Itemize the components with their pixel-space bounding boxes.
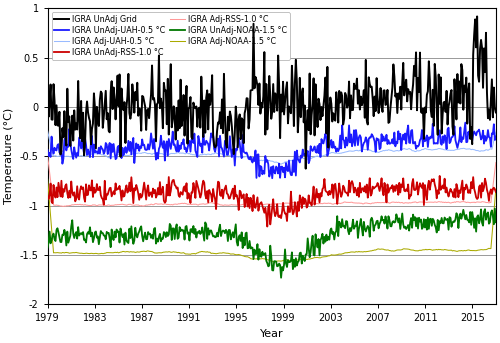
IGRA Adj-UAH-0.5 °C (493, 130, 499, 134)
IGRA UnAdj-UAH-0.5 °C (273, 165, 279, 169)
IGRA UnAdj-NOAA-1.5 °C (492, 206, 498, 211)
IGRA UnAdj Grid (474, 14, 480, 19)
IGRA Adj-UAH-0.5 °C (424, 147, 430, 151)
IGRA Adj-RSS-1.0 °C (266, 202, 272, 206)
IGRA UnAdj-RSS-1.0 °C (436, 174, 442, 178)
IGRA UnAdj-UAH-0.5 °C (424, 133, 430, 138)
IGRA Adj-RSS-1.0 °C (493, 161, 499, 165)
IGRA UnAdj-NOAA-1.5 °C (272, 259, 278, 263)
Line: IGRA UnAdj-RSS-1.0 °C: IGRA UnAdj-RSS-1.0 °C (48, 176, 496, 226)
IGRA Adj-NOAA-1.5 °C (272, 260, 278, 264)
IGRA Adj-RSS-1.0 °C (44, 154, 51, 158)
IGRA UnAdj-RSS-1.0 °C (266, 205, 272, 209)
IGRA Adj-NOAA-1.5 °C (44, 177, 51, 181)
IGRA UnAdj-NOAA-1.5 °C (424, 228, 430, 232)
IGRA Adj-NOAA-1.5 °C (424, 248, 430, 252)
Line: IGRA UnAdj Grid: IGRA UnAdj Grid (48, 16, 496, 169)
IGRA UnAdj-UAH-0.5 °C (281, 166, 287, 170)
IGRA Adj-NOAA-1.5 °C (446, 248, 452, 252)
IGRA Adj-UAH-0.5 °C (446, 148, 452, 152)
IGRA UnAdj-NOAA-1.5 °C (44, 246, 51, 250)
IGRA Adj-RSS-1.0 °C (273, 202, 279, 206)
IGRA UnAdj-UAH-0.5 °C (242, 151, 248, 155)
Line: IGRA UnAdj-NOAA-1.5 °C: IGRA UnAdj-NOAA-1.5 °C (48, 209, 496, 278)
IGRA UnAdj-UAH-0.5 °C (493, 134, 499, 139)
IGRA UnAdj-NOAA-1.5 °C (278, 276, 284, 280)
IGRA Adj-UAH-0.5 °C (242, 155, 248, 159)
IGRA Adj-RSS-1.0 °C (446, 201, 452, 205)
IGRA UnAdj-UAH-0.5 °C (462, 120, 468, 125)
Legend: IGRA UnAdj Grid, IGRA UnAdj-UAH-0.5 °C, IGRA Adj-UAH-0.5 °C, IGRA UnAdj-RSS-1.0 : IGRA UnAdj Grid, IGRA UnAdj-UAH-0.5 °C, … (52, 12, 290, 60)
IGRA UnAdj-NOAA-1.5 °C (493, 220, 499, 224)
IGRA Adj-UAH-0.5 °C (278, 162, 284, 166)
IGRA UnAdj-UAH-0.5 °C (446, 141, 452, 145)
IGRA UnAdj-UAH-0.5 °C (264, 158, 270, 162)
IGRA Adj-RSS-1.0 °C (60, 204, 66, 209)
IGRA UnAdj Grid (264, 127, 270, 131)
IGRA UnAdj-NOAA-1.5 °C (281, 263, 287, 267)
IGRA UnAdj-RSS-1.0 °C (264, 224, 270, 228)
IGRA Adj-NOAA-1.5 °C (242, 255, 248, 259)
IGRA UnAdj Grid (44, 102, 51, 106)
IGRA Adj-UAH-0.5 °C (281, 161, 287, 165)
IGRA UnAdj Grid (446, 99, 452, 104)
IGRA Adj-RSS-1.0 °C (242, 202, 248, 206)
Line: IGRA UnAdj-UAH-0.5 °C: IGRA UnAdj-UAH-0.5 °C (48, 122, 496, 178)
IGRA UnAdj-RSS-1.0 °C (44, 194, 51, 198)
IGRA Adj-NOAA-1.5 °C (264, 258, 270, 262)
IGRA Adj-NOAA-1.5 °C (281, 258, 287, 262)
IGRA UnAdj Grid (424, 93, 430, 97)
Line: IGRA Adj-UAH-0.5 °C: IGRA Adj-UAH-0.5 °C (48, 131, 496, 164)
IGRA UnAdj-RSS-1.0 °C (493, 190, 499, 194)
IGRA UnAdj Grid (242, 111, 248, 115)
Line: IGRA Adj-RSS-1.0 °C: IGRA Adj-RSS-1.0 °C (48, 156, 496, 206)
Line: IGRA Adj-NOAA-1.5 °C: IGRA Adj-NOAA-1.5 °C (48, 179, 496, 262)
Y-axis label: Temperature (°C): Temperature (°C) (4, 108, 14, 204)
IGRA UnAdj-NOAA-1.5 °C (446, 215, 452, 219)
IGRA UnAdj-UAH-0.5 °C (44, 148, 51, 152)
IGRA UnAdj Grid (493, 110, 499, 115)
IGRA UnAdj-RSS-1.0 °C (273, 211, 279, 215)
IGRA UnAdj-NOAA-1.5 °C (242, 243, 248, 247)
IGRA Adj-RSS-1.0 °C (281, 201, 287, 205)
IGRA Adj-UAH-0.5 °C (264, 158, 270, 162)
IGRA UnAdj-RSS-1.0 °C (448, 187, 454, 191)
IGRA Adj-NOAA-1.5 °C (273, 259, 279, 263)
IGRA UnAdj-RSS-1.0 °C (281, 208, 287, 212)
IGRA UnAdj Grid (280, 80, 286, 84)
IGRA Adj-RSS-1.0 °C (424, 201, 430, 205)
IGRA UnAdj-UAH-0.5 °C (269, 176, 275, 180)
IGRA UnAdj-RSS-1.0 °C (242, 205, 248, 209)
IGRA UnAdj-RSS-1.0 °C (424, 198, 430, 202)
IGRA UnAdj Grid (302, 167, 308, 171)
IGRA UnAdj-NOAA-1.5 °C (264, 261, 270, 265)
IGRA Adj-NOAA-1.5 °C (493, 187, 499, 191)
X-axis label: Year: Year (260, 329, 283, 339)
IGRA Adj-UAH-0.5 °C (44, 129, 51, 133)
IGRA UnAdj Grid (272, 91, 278, 95)
IGRA Adj-UAH-0.5 °C (272, 160, 278, 164)
